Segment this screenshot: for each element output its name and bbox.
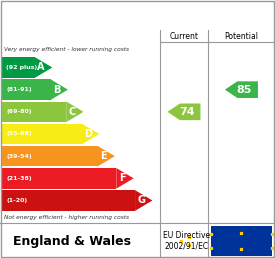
- FancyBboxPatch shape: [211, 226, 272, 256]
- Bar: [2, 146, 98, 166]
- Text: A: A: [37, 62, 45, 72]
- Bar: [2, 124, 82, 144]
- Bar: [2, 101, 66, 122]
- Text: Very energy efficient - lower running costs: Very energy efficient - lower running co…: [4, 47, 129, 52]
- Text: 74: 74: [179, 107, 194, 117]
- Polygon shape: [82, 124, 99, 144]
- Text: Energy Efficiency Rating: Energy Efficiency Rating: [46, 9, 229, 21]
- Text: G: G: [137, 196, 145, 205]
- Text: (21-38): (21-38): [6, 176, 32, 181]
- Text: D: D: [84, 129, 92, 139]
- Bar: [2, 190, 135, 211]
- Text: (92 plus): (92 plus): [6, 65, 37, 70]
- Polygon shape: [225, 81, 258, 98]
- Text: E: E: [100, 151, 107, 161]
- Text: Not energy efficient - higher running costs: Not energy efficient - higher running co…: [4, 215, 129, 220]
- Text: England & Wales: England & Wales: [13, 235, 131, 248]
- Polygon shape: [51, 79, 68, 100]
- Polygon shape: [116, 168, 134, 189]
- Bar: [2, 168, 116, 189]
- Text: B: B: [53, 85, 60, 95]
- Polygon shape: [35, 57, 52, 78]
- Text: (55-68): (55-68): [6, 132, 32, 136]
- Bar: [2, 57, 35, 78]
- Bar: [2, 79, 51, 100]
- Polygon shape: [167, 103, 200, 120]
- Text: C: C: [69, 107, 76, 117]
- Text: Potential: Potential: [224, 32, 258, 41]
- Text: F: F: [119, 173, 126, 183]
- Polygon shape: [98, 146, 115, 166]
- Text: Current: Current: [169, 32, 199, 41]
- Text: (69-80): (69-80): [6, 109, 32, 114]
- Text: (1-20): (1-20): [6, 198, 28, 203]
- Text: 85: 85: [236, 85, 252, 95]
- Text: (39-54): (39-54): [6, 154, 32, 159]
- Text: EU Directive
2002/91/EC: EU Directive 2002/91/EC: [163, 231, 210, 250]
- Polygon shape: [66, 101, 84, 122]
- Polygon shape: [135, 190, 152, 211]
- Text: (81-91): (81-91): [6, 87, 32, 92]
